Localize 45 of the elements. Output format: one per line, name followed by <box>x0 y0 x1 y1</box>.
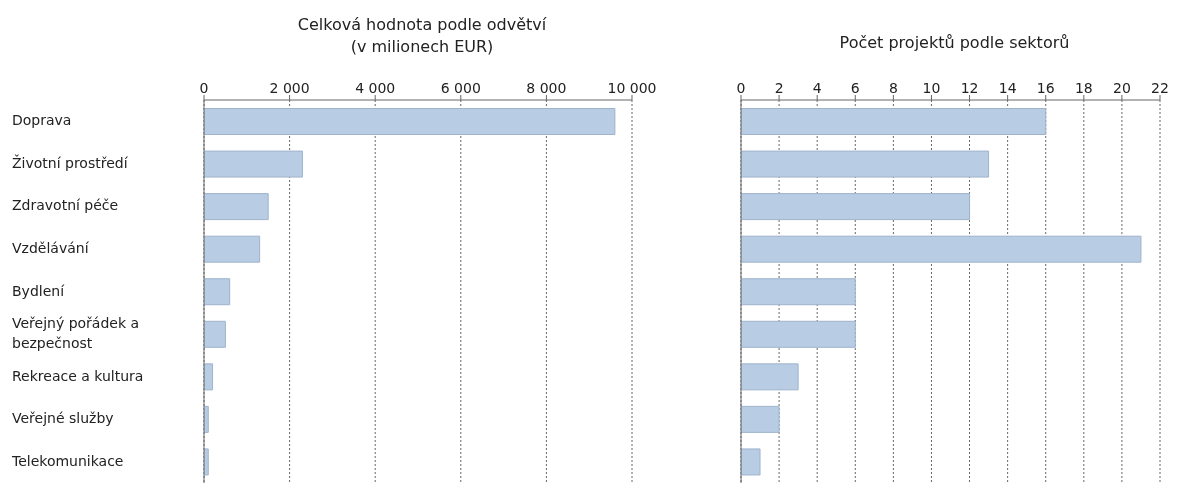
y-tick-label: Rekreace a kultura <box>12 367 144 384</box>
bar <box>741 278 856 306</box>
x-tick-label: 22 <box>1151 80 1169 96</box>
x-tick-label: 14 <box>998 80 1017 96</box>
x-tick-label: 6 000 <box>440 80 481 96</box>
bar <box>741 150 990 178</box>
bar <box>741 108 1047 136</box>
x-tick-label: 18 <box>1074 80 1093 96</box>
x-tick-label: 2 000 <box>269 80 310 96</box>
y-tick-label: Telekomunikace <box>11 452 124 469</box>
x-tick-label: 0 <box>736 80 746 96</box>
x-tick-label: 4 000 <box>355 80 396 96</box>
x-tick-label: 0 <box>199 80 209 96</box>
x-tick-label: 8 <box>888 80 898 96</box>
y-tick-label: Veřejné služby <box>12 410 114 427</box>
bar <box>741 448 761 476</box>
chart-title: Počet projektů podle sektorů <box>838 32 1071 54</box>
x-tick-label: 20 <box>1112 80 1131 96</box>
bar <box>204 278 231 306</box>
bar <box>741 235 1142 263</box>
y-tick-label: Doprava <box>12 112 72 129</box>
x-tick-label: 8 000 <box>526 80 567 96</box>
bar <box>741 405 780 433</box>
x-tick-label: 10 <box>922 80 941 96</box>
x-tick-label: 2 <box>774 80 784 96</box>
bar <box>204 108 616 136</box>
y-tick-label: Zdravotní péče <box>12 197 119 214</box>
x-tick-label: 12 <box>960 80 979 96</box>
bar <box>204 150 303 178</box>
bar <box>204 193 269 221</box>
y-tick-label: Vzdělávání <box>12 239 90 256</box>
x-tick-label: 4 <box>812 80 822 96</box>
bar <box>204 235 261 263</box>
bar <box>204 320 226 348</box>
y-tick-label: Životní prostředí <box>12 153 129 171</box>
bar <box>741 193 971 221</box>
y-tick-label: Veřejný pořádek a bezpečnost <box>12 315 140 352</box>
chart-title: Celková hodnota podle odvětví <box>296 14 548 36</box>
bar <box>741 320 856 348</box>
chart-subtitle: (v milionech EUR) <box>349 36 495 58</box>
x-tick-label: 16 <box>1036 80 1055 96</box>
y-tick-label: Bydlení <box>12 282 66 299</box>
x-tick-label: 10 000 <box>607 80 657 96</box>
x-tick-label: 6 <box>850 80 860 96</box>
bar <box>741 363 799 391</box>
